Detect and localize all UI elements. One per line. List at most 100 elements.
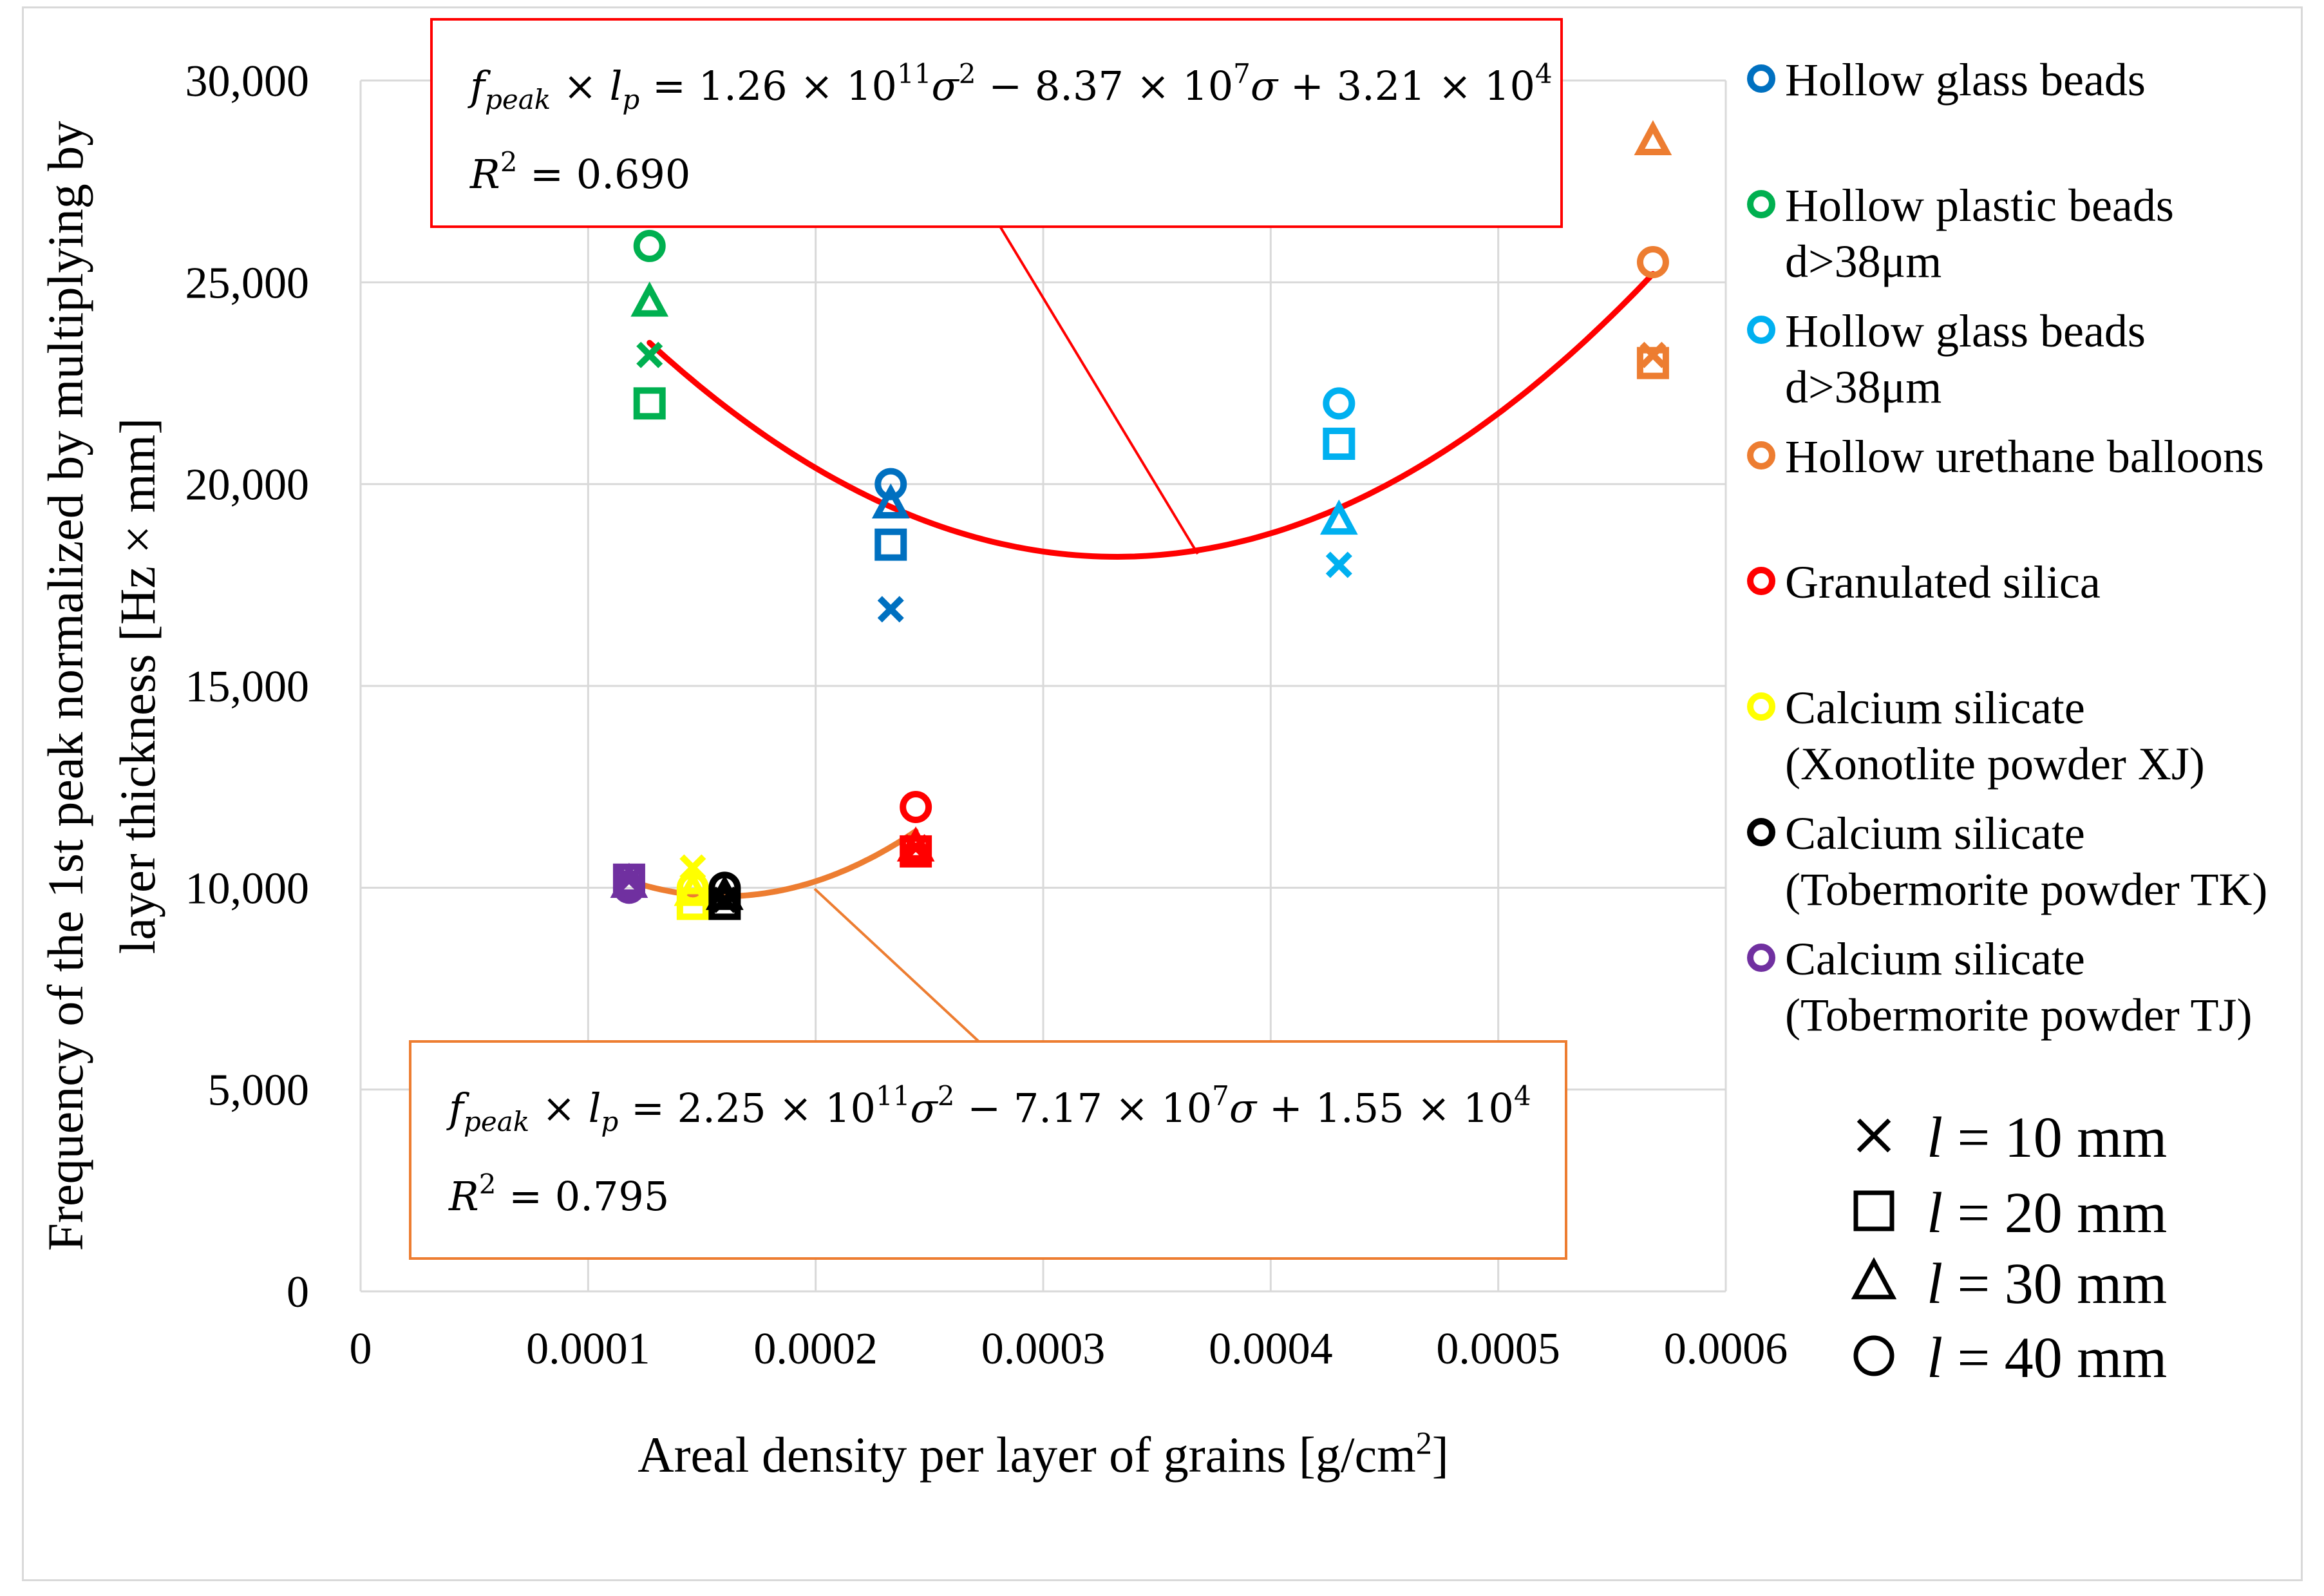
y-tick-label: 20,000 (185, 461, 310, 510)
y-tick-label: 10,000 (185, 864, 310, 913)
legend-marker (1747, 818, 1775, 846)
callout-box (430, 18, 1563, 228)
legend-label: Hollow glass beads (1785, 54, 2146, 106)
equation-callouts: fpeak × lp = 1.26 × 1011σ2 − 8.37 × 107σ… (409, 18, 1567, 1260)
legend-marker (1747, 316, 1775, 344)
marker-legend-label: l = 10 mm (1927, 1106, 2167, 1170)
y-tick-label: 15,000 (185, 662, 310, 712)
marker-legend-triangle-icon (1851, 1257, 1897, 1300)
x-tick-label: 0.0001 (526, 1324, 650, 1374)
series-8 (610, 862, 648, 904)
lower-fit-curve (626, 828, 919, 900)
legend-entry: Hollow urethane balloons (1747, 431, 2264, 482)
marker-legend-entry: l = 20 mm (1853, 1181, 2167, 1245)
series-4 (1634, 120, 1672, 379)
y-axis-title-line1: Frequency of the 1st peak normalized by … (37, 121, 93, 1251)
marker-legend-label: l = 30 mm (1927, 1252, 2167, 1316)
series-7 (705, 871, 744, 920)
upper-fit-callout: fpeak × lp = 1.26 × 1011σ2 − 8.37 × 107σ… (430, 18, 1563, 555)
legend-label: Hollow glass beads (1785, 305, 2146, 357)
legend-marker (1747, 64, 1775, 93)
data-point-square (874, 528, 907, 561)
upper-fit-curve (647, 271, 1656, 560)
chart-frame (22, 6, 2303, 1581)
legend: Hollow glass beads Hollow plastic beadsd>… (1747, 54, 2267, 1041)
marker-legend-label: l = 20 mm (1927, 1181, 2167, 1245)
legend-label: Granulated silica (1785, 556, 2101, 608)
callout-leader-line (998, 224, 1199, 555)
axes: 0 5,000 10,000 15,000 20,000 25,000 30,000 0 0.0… (37, 57, 1788, 1483)
data-point-circle (612, 871, 645, 904)
series-2 (630, 229, 669, 420)
legend-marker (1747, 190, 1775, 218)
marker-legend-label: l = 40 mm (1927, 1326, 2167, 1390)
legend-entry: Hollow glass beads (1747, 54, 2146, 106)
marker-legend-x-icon (1856, 1118, 1891, 1153)
y-tick-label: 5,000 (208, 1066, 310, 1116)
series-5 (896, 791, 935, 868)
data-point-circle (1636, 246, 1669, 278)
data-point-triangle (610, 862, 648, 898)
x-tick-label: 0.0006 (1664, 1324, 1788, 1374)
legend-marker (1747, 944, 1775, 972)
legend-label: Hollow urethane balloons (1785, 431, 2264, 482)
legend-marker (1747, 441, 1775, 470)
data-points (610, 120, 1672, 920)
data-point-square (1323, 428, 1356, 460)
data-point-square (1636, 347, 1669, 379)
legend-entry: Calcium silicate(Xonotlite powder XJ) (1747, 682, 2205, 790)
y-axis-title-line2: layer thickness [Hz × mm] (109, 418, 165, 954)
marker-legend-entry: l = 30 mm (1851, 1252, 2167, 1316)
x-tick-label: 0.0004 (1209, 1324, 1333, 1374)
legend-label: (Xonotlite powder XJ) (1785, 738, 2205, 790)
data-point-x (636, 341, 663, 368)
data-point-triangle (705, 875, 744, 910)
marker-legend: l = 10 mm l = 20 mm l = 30 mm l = 40 mm (1851, 1106, 2167, 1390)
marker-legend-entry: l = 10 mm (1856, 1106, 2167, 1170)
data-point-triangle (630, 281, 669, 317)
legend-label: (Tobermorite powder TJ) (1785, 989, 2252, 1041)
legend-label: Calcium silicate (1785, 682, 2085, 734)
fit-r-squared: R2 = 0.690 (469, 146, 690, 198)
legend-marker (1747, 692, 1775, 721)
callout-leader-line (813, 888, 980, 1043)
legend-entry: Granulated silica (1747, 556, 2101, 608)
data-point-circle (900, 791, 932, 823)
legend-entry: Calcium silicate(Tobermorite powder TK) (1747, 808, 2267, 915)
data-point-circle (676, 871, 709, 904)
legend-label: Hollow plastic beads (1785, 180, 2174, 231)
legend-label: Calcium silicate (1785, 808, 2085, 859)
fit-equation: fpeak × lp = 1.26 × 1011σ2 − 8.37 × 107σ… (468, 58, 1553, 115)
marker-legend-circle-icon (1853, 1335, 1894, 1376)
x-tick-label: 0.0002 (753, 1324, 878, 1374)
series-6 (674, 854, 712, 920)
x-tick-label: 0 (350, 1324, 372, 1374)
data-point-x (1325, 551, 1352, 578)
marker-legend-square-icon (1853, 1190, 1894, 1231)
y-tick-label: 0 (287, 1268, 309, 1317)
legend-label: (Tobermorite powder TK) (1785, 864, 2267, 915)
legend-marker (1747, 567, 1775, 595)
data-point-circle (708, 871, 741, 904)
fit-curves (626, 271, 1656, 900)
legend-label: Calcium silicate (1785, 933, 2085, 985)
fit-r-squared: R2 = 0.795 (448, 1168, 669, 1220)
callout-box (409, 1040, 1567, 1260)
data-point-triangle (871, 483, 910, 518)
data-point-triangle (1319, 499, 1358, 535)
x-tick-label: 0.0003 (981, 1324, 1106, 1374)
data-point-triangle (1634, 120, 1672, 155)
legend-label: d>38μm (1785, 236, 1941, 287)
marker-legend-entry: l = 40 mm (1853, 1326, 2167, 1390)
series-3 (1319, 387, 1358, 578)
fit-equation: fpeak × lp = 2.25 × 1011σ2 − 7.17 × 107σ… (446, 1080, 1531, 1137)
x-axis-title: Areal density per layer of grains [g/cm2… (638, 1425, 1449, 1483)
x-tick-label: 0.0005 (1436, 1324, 1560, 1374)
data-point-triangle (896, 826, 935, 862)
data-point-x (877, 596, 904, 623)
data-point-square (633, 387, 666, 420)
legend-entry: Calcium silicate(Tobermorite powder TJ) (1747, 933, 2252, 1041)
